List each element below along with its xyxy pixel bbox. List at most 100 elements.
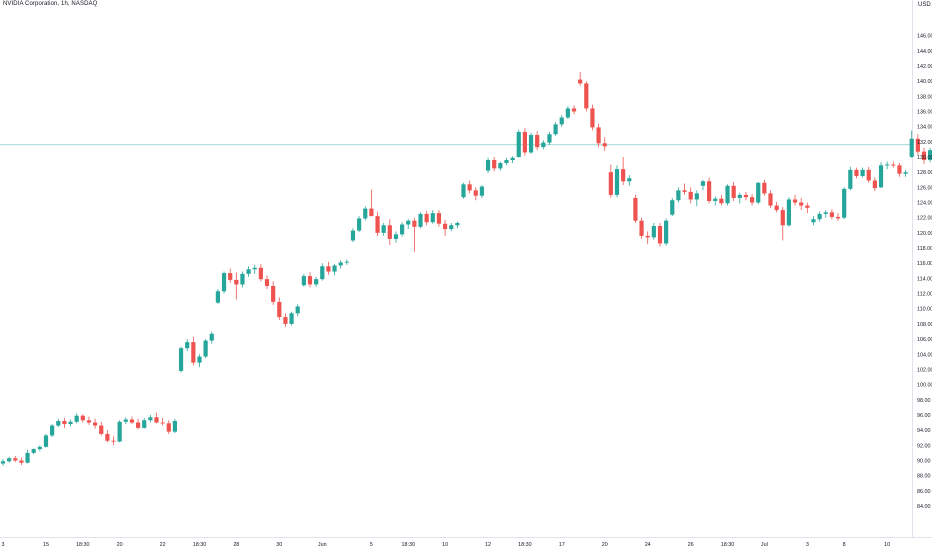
time-tick-label: 30 xyxy=(276,542,282,548)
candle-body xyxy=(522,131,527,153)
candle xyxy=(326,261,331,275)
candle xyxy=(301,273,306,287)
candle xyxy=(891,161,896,168)
candle-body xyxy=(547,134,552,143)
candle xyxy=(209,331,214,344)
candle xyxy=(921,147,927,164)
candle-body xyxy=(885,164,890,166)
candle-body xyxy=(295,306,300,314)
candle xyxy=(664,218,669,246)
candle xyxy=(854,167,859,179)
candle-body xyxy=(860,169,865,176)
candle-body xyxy=(479,186,485,196)
candle xyxy=(264,275,270,290)
candle-body xyxy=(178,348,184,371)
candle-body xyxy=(823,212,828,214)
candle-body xyxy=(264,279,270,286)
candle xyxy=(694,190,699,207)
price-tick-label: 134.00 xyxy=(917,125,932,131)
candle xyxy=(37,445,42,452)
candle-body xyxy=(596,127,601,144)
candle-body xyxy=(86,420,92,423)
candle-body xyxy=(56,421,61,426)
candle-body xyxy=(105,433,110,441)
candle-body xyxy=(688,191,693,200)
candle-body xyxy=(627,178,632,182)
candle-body xyxy=(743,194,749,198)
candle xyxy=(68,419,73,427)
candle-body xyxy=(578,79,583,84)
candle xyxy=(123,417,128,425)
candle-body xyxy=(897,165,902,174)
time-axis[interactable]: 3 15 18:30 20 22 18:30 28 30 Jun 5 18:30 10 12 18:30 1… xyxy=(2,542,891,548)
candle-body xyxy=(780,210,785,226)
candle-body xyxy=(197,356,202,363)
candle-body xyxy=(878,165,884,188)
candle-body xyxy=(848,169,853,189)
candle xyxy=(872,177,877,192)
candle-body xyxy=(541,142,546,148)
candle-body xyxy=(148,417,153,421)
candle xyxy=(823,210,828,218)
candle-body xyxy=(74,415,79,422)
candle-body xyxy=(590,108,595,128)
candle-body xyxy=(357,218,362,231)
candle-body xyxy=(93,422,98,426)
candle xyxy=(93,418,98,429)
candle-body xyxy=(172,421,178,432)
candle xyxy=(80,414,85,423)
candle xyxy=(762,179,767,196)
candle xyxy=(878,162,884,189)
candle xyxy=(596,123,601,148)
price-tick-label: 146.00 xyxy=(917,34,932,40)
candle-body xyxy=(185,342,190,349)
candle-body xyxy=(639,220,644,236)
candle-body xyxy=(621,169,626,182)
price-tick-label: 138.00 xyxy=(917,94,932,100)
candle-body xyxy=(805,205,810,208)
candle-body xyxy=(467,184,472,191)
candle xyxy=(799,197,804,211)
candle xyxy=(805,202,810,214)
time-tick-label: 10 xyxy=(884,542,890,548)
candle-body xyxy=(142,420,147,428)
candle-body xyxy=(909,138,914,157)
candle-body xyxy=(473,190,478,196)
price-tick-label: 90.00 xyxy=(917,458,931,464)
candle-body xyxy=(68,421,73,425)
candle-body xyxy=(608,172,613,195)
candle xyxy=(142,417,147,429)
candle xyxy=(504,157,509,166)
candle-body xyxy=(774,205,779,211)
candle-body xyxy=(670,200,675,215)
candle-body xyxy=(725,185,730,204)
candle xyxy=(442,219,448,236)
time-tick-label: 26 xyxy=(688,542,694,548)
candle-body xyxy=(516,131,521,157)
candle xyxy=(381,222,386,236)
candle xyxy=(645,231,650,245)
candle xyxy=(50,424,55,437)
candle-body xyxy=(412,220,417,227)
candle xyxy=(860,167,865,178)
price-tick-label: 86.00 xyxy=(917,489,931,495)
candle-body xyxy=(737,194,742,198)
candle-body xyxy=(25,452,30,463)
price-axis[interactable]: 146.00 144.00 142.00 140.00 138.00 136.00 134.… xyxy=(917,34,932,510)
candle-body xyxy=(436,213,442,224)
time-tick-label: 17 xyxy=(559,542,565,548)
candle xyxy=(215,289,220,305)
price-tick-label: 100.00 xyxy=(917,383,932,389)
candle xyxy=(866,166,871,183)
candle-body xyxy=(50,425,55,436)
candle-body xyxy=(154,417,159,423)
candle-body xyxy=(762,182,767,194)
candle-body xyxy=(485,160,491,171)
candle-body xyxy=(829,212,834,217)
time-tick-label: 8 xyxy=(843,542,846,548)
candle-body xyxy=(129,419,135,423)
time-tick-label: Jul xyxy=(761,542,768,548)
candle xyxy=(768,190,773,208)
candle xyxy=(455,221,460,229)
